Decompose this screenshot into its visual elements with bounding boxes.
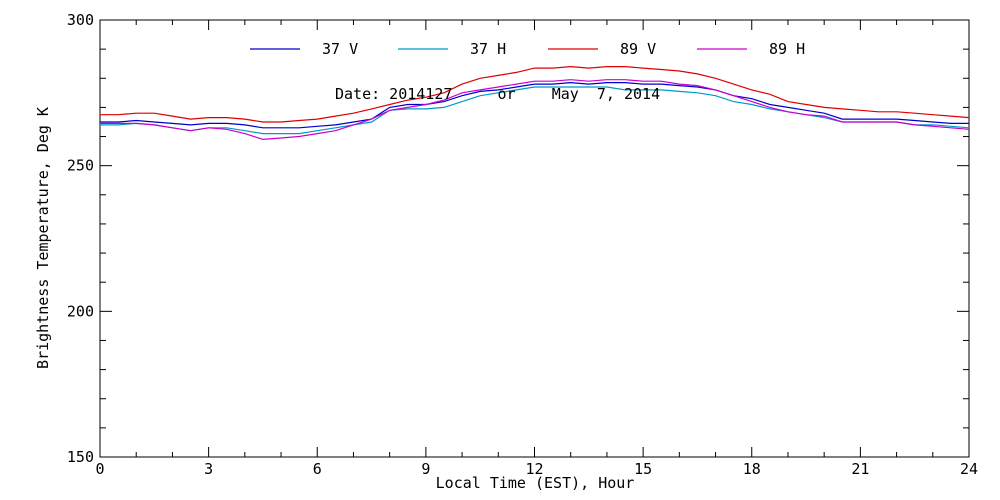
x-tick-label: 12 [525,460,543,478]
legend-label: 89 H [769,40,805,58]
date-annotation: Date: 2014127 or May 7, 2014 [335,85,660,103]
legend: 37 V 37 H 89 V 89 H [250,40,805,58]
legend-entry: 37 V [250,40,358,58]
legend-label: 89 V [620,40,656,58]
legend-entry: 37 H [398,40,506,58]
x-tick-label: 0 [95,460,104,478]
legend-label: 37 H [470,40,506,58]
y-axis-label: Brightness Temperature, Deg K [34,107,52,369]
y-tick-label: 200 [67,302,94,320]
legend-label: 37 V [322,40,358,58]
series-line-89-h [100,79,970,141]
x-tick-label: 9 [421,460,430,478]
x-tick-label: 15 [634,460,652,478]
x-tick-label: 6 [313,460,322,478]
axis-ticks: 0 3 6 9 12 15 18 21 24 150 200 250 300 [67,11,978,478]
x-tick-label: 24 [960,460,978,478]
y-tick-label: 250 [67,157,94,175]
series-line-89-v [100,65,970,123]
y-tick-label: 150 [67,448,94,466]
legend-entry: 89 V [548,40,656,58]
x-tick-label: 18 [743,460,761,478]
x-tick-label: 21 [851,460,869,478]
legend-entry: 89 H [697,40,805,58]
series-lines [100,65,970,141]
x-tick-label: 3 [204,460,213,478]
x-axis-label: Local Time (EST), Hour [436,474,635,492]
series-line-37-v [100,81,969,129]
series-line-37-h [100,86,970,135]
y-tick-label: 300 [67,11,94,29]
